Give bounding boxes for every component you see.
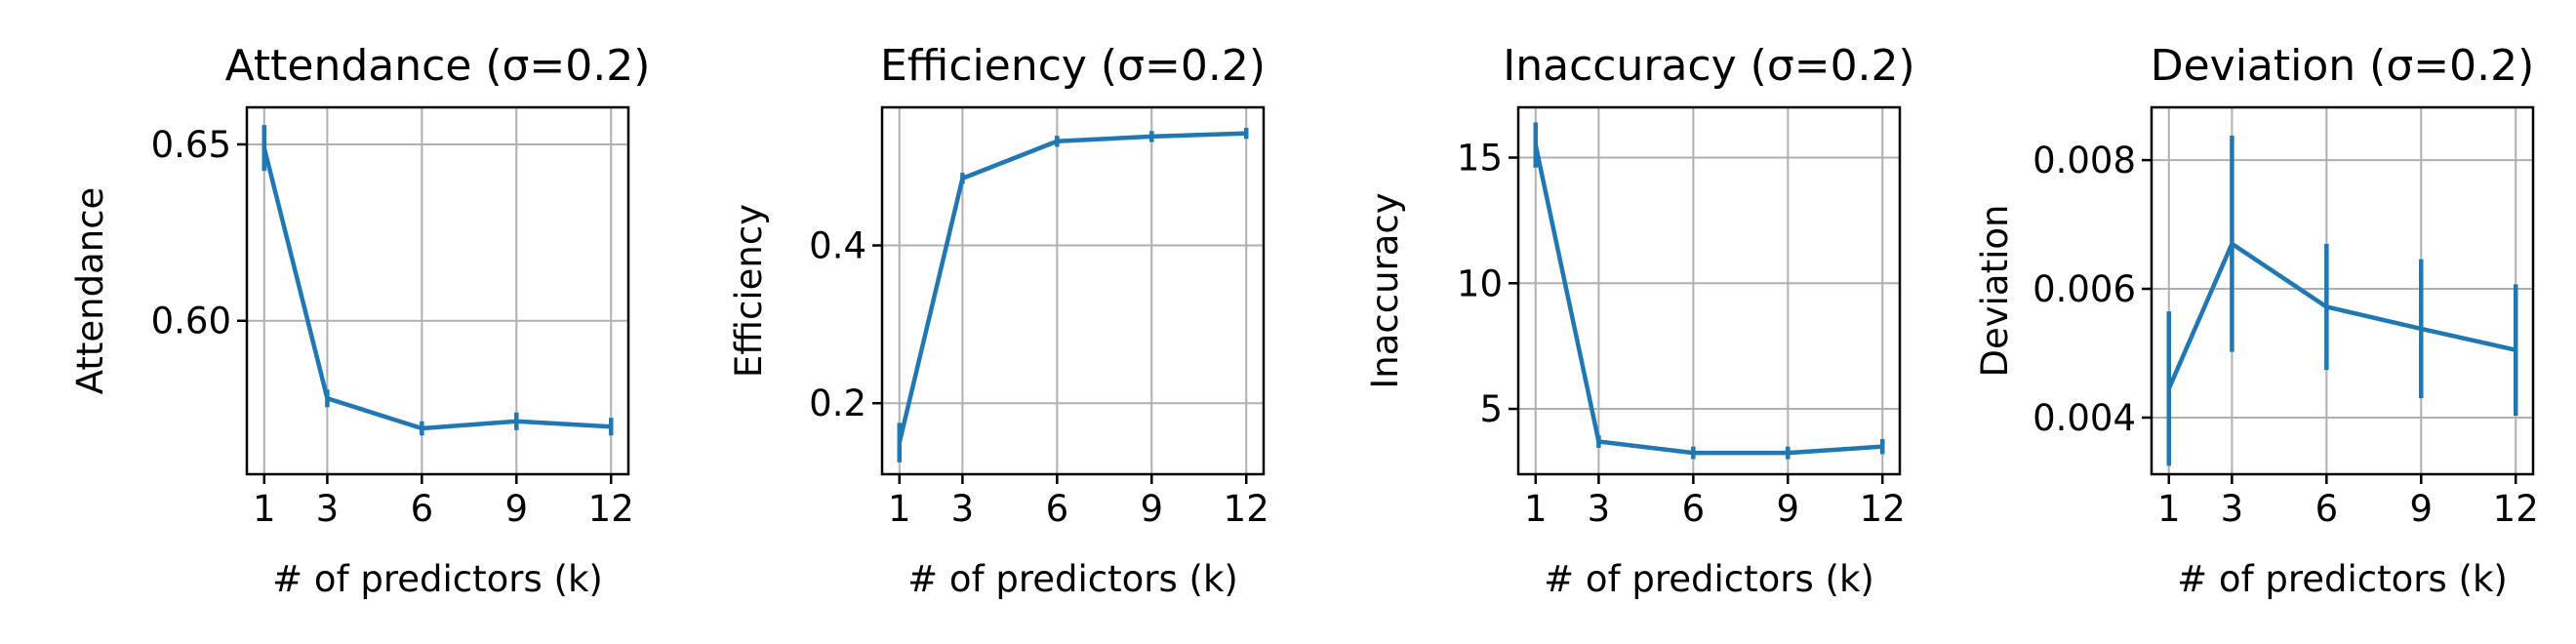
deviation-series-line: [2166, 241, 2518, 391]
x-tick-label: 1: [253, 488, 276, 530]
x-tick-label: 1: [2157, 488, 2181, 530]
x-tick-label: 9: [1777, 488, 1800, 530]
x-tick-label: 3: [951, 488, 975, 530]
x-tick-label: 9: [2410, 488, 2434, 530]
x-tick-label: 12: [1224, 488, 1269, 530]
x-axis-label: # of predictors (k): [272, 558, 603, 600]
x-tick-label: 3: [316, 488, 340, 530]
y-tick-label: 0.006: [2033, 268, 2136, 310]
y-tick-label: 0.2: [809, 382, 866, 424]
y-axis-label: Deviation: [1974, 205, 2016, 378]
inaccuracy-title: Inaccuracy (σ=0.2): [1503, 41, 1914, 91]
x-tick-label: 6: [411, 488, 434, 530]
y-tick-label: 15: [1457, 138, 1503, 180]
plot-frame: [880, 105, 1266, 476]
y-tick-label: 5: [1479, 388, 1503, 430]
deviation-title: Deviation (σ=0.2): [2151, 41, 2535, 91]
efficiency-series-line: [897, 131, 1249, 445]
y-axis-label: Inaccuracy: [1364, 192, 1406, 388]
x-axis-label: # of predictors (k): [1544, 558, 1874, 600]
inaccuracy-series-line: [1533, 142, 1885, 456]
subplot-attendance: 1 3 6 9 12 0.60 0.65 Attendance (σ=0.2) # of pre…: [69, 41, 650, 600]
x-tick-label: 12: [588, 488, 634, 530]
x-tick-label: 3: [1588, 488, 1611, 530]
subplot-efficiency: 1 3 6 9 12 0.2 0.4 Efficiency (σ=0.2) # of predi…: [728, 41, 1269, 600]
x-tick-label: 6: [1682, 488, 1706, 530]
plot-frame: [245, 105, 630, 476]
y-tick-label: 0.4: [809, 225, 866, 267]
x-tick-label: 3: [2221, 488, 2244, 530]
x-tick-label: 1: [888, 488, 911, 530]
attendance-title: Attendance (σ=0.2): [225, 41, 651, 91]
x-tick-label: 9: [505, 488, 529, 530]
subplot-deviation: 1 3 6 9 12 0.004 0.006 0.008 Deviation (σ=0.2) # …: [1974, 41, 2539, 600]
plot-frame: [1516, 105, 1902, 476]
x-tick-label: 12: [1860, 488, 1906, 530]
subplot-inaccuracy: 1 3 6 9 12 5 10 15 Inaccuracy (σ=0.2) # of predic…: [1364, 41, 1915, 600]
y-tick-label: 0.004: [2033, 397, 2136, 439]
x-tick-label: 12: [2493, 488, 2539, 530]
x-axis-label: # of predictors (k): [2177, 558, 2508, 600]
y-tick-label: 0.008: [2033, 140, 2136, 181]
y-axis-label: Efficiency: [728, 204, 770, 378]
efficiency-title: Efficiency (σ=0.2): [880, 41, 1266, 91]
y-tick-label: 10: [1457, 262, 1503, 304]
x-axis-label: # of predictors (k): [907, 558, 1238, 600]
y-tick-label: 0.60: [151, 301, 231, 342]
y-axis-label: Attendance: [69, 187, 111, 395]
x-tick-label: 6: [1046, 488, 1069, 530]
plot-frame: [2150, 105, 2535, 476]
x-tick-label: 9: [1141, 488, 1164, 530]
attendance-series-line: [262, 145, 614, 431]
x-tick-label: 1: [1524, 488, 1548, 530]
y-tick-label: 0.65: [151, 124, 231, 166]
x-tick-label: 6: [2315, 488, 2339, 530]
